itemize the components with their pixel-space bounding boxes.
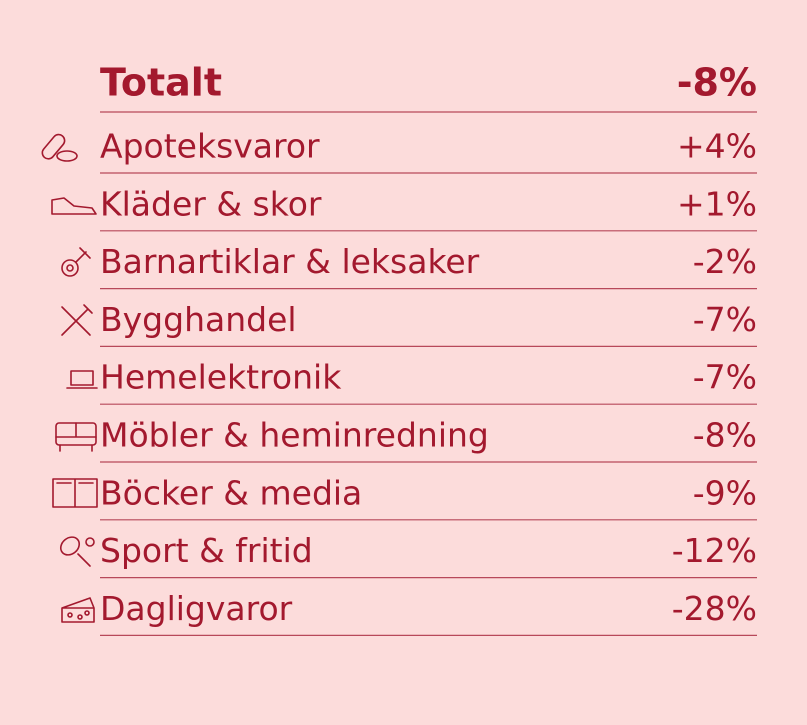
category-value: -9% — [693, 473, 757, 512]
cheese-icon — [61, 597, 95, 623]
tools-icon — [61, 304, 93, 336]
category-label: Sport & fritid — [100, 531, 313, 570]
icons — [41, 133, 98, 623]
sofa-icon — [55, 422, 97, 452]
category-label: Apoteksvaror — [100, 127, 320, 166]
category-value: -8% — [693, 416, 757, 455]
category-value: -2% — [693, 242, 757, 281]
category-value: -7% — [693, 300, 757, 339]
category-label: Möbler & heminredning — [100, 416, 489, 455]
book-icon — [52, 478, 98, 508]
category-value: -28% — [672, 589, 757, 628]
category-label: Barnartiklar & leksaker — [100, 242, 480, 281]
laptop-icon — [66, 370, 98, 389]
category-label: Kläder & skor — [100, 184, 322, 223]
category-value: +4% — [677, 127, 757, 166]
category-value: +1% — [677, 184, 757, 223]
pacifier-icon — [61, 247, 91, 277]
shoe-icon — [51, 197, 97, 215]
racket-icon — [59, 536, 95, 567]
category-label: Hemelektronik — [100, 358, 342, 397]
category-label: Böcker & media — [100, 473, 362, 512]
category-value: -7% — [693, 358, 757, 397]
pill-icon — [41, 133, 78, 162]
total-label: Totalt — [100, 61, 222, 105]
category-label: Dagligvaror — [100, 589, 293, 628]
category-value: -12% — [672, 531, 757, 570]
total-value: -8% — [677, 61, 757, 105]
category-label: Bygghandel — [100, 300, 297, 339]
